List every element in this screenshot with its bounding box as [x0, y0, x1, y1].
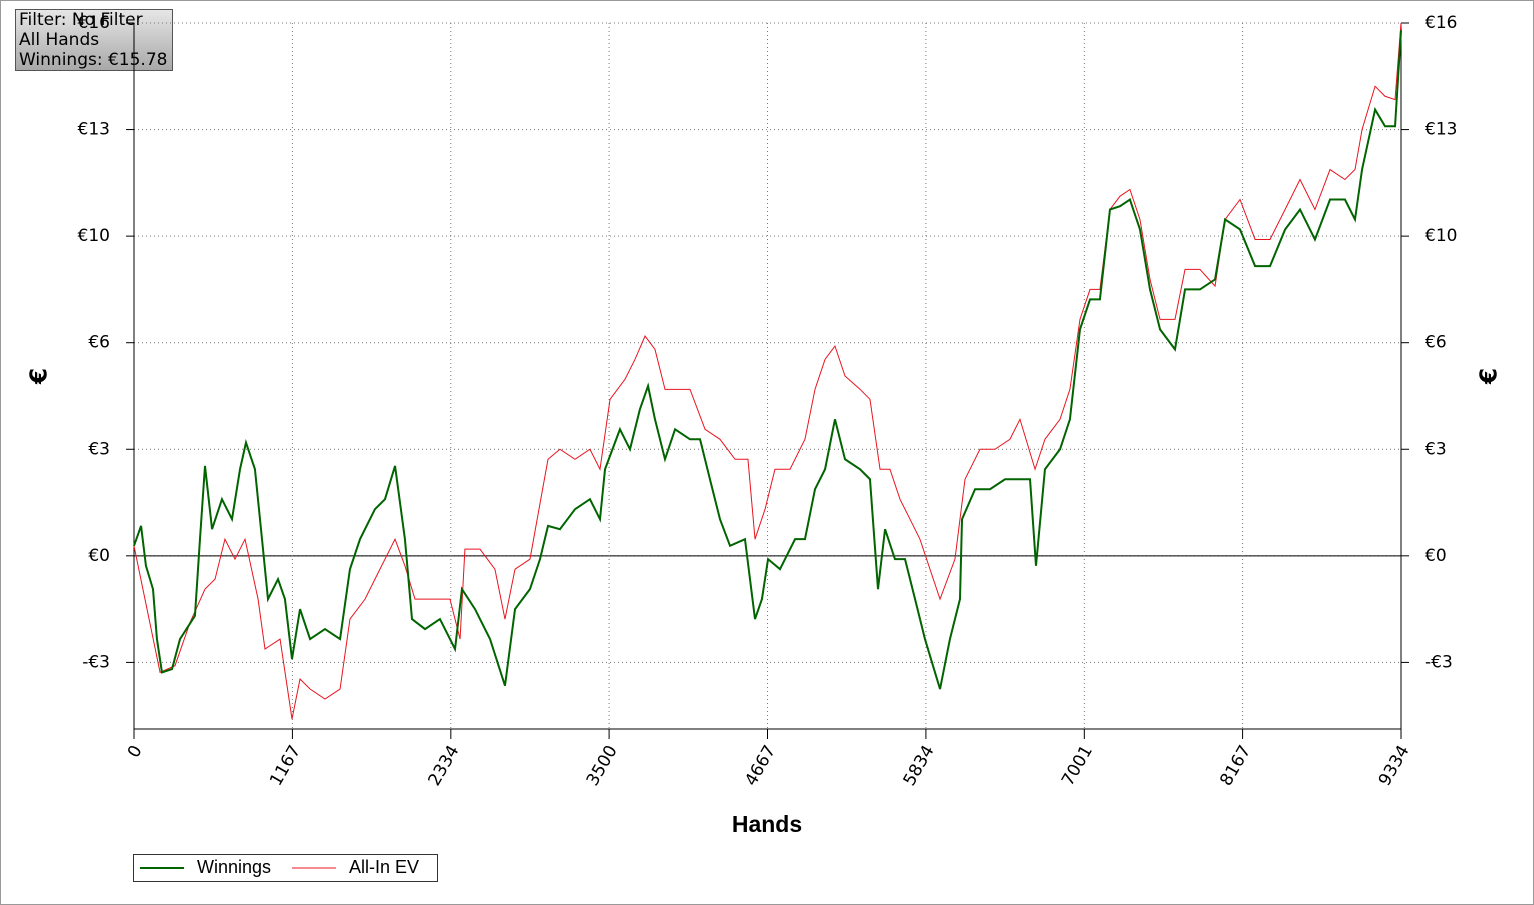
y-tick-label: -€3 [82, 652, 110, 672]
y-axis-label: € [27, 368, 53, 385]
y-tick-label: €13 [78, 120, 110, 140]
y2-tick-label: €3 [1425, 439, 1447, 459]
legend [133, 854, 438, 882]
y2-axis-label: € [1477, 368, 1503, 385]
filter-box [15, 9, 173, 71]
y-tick-label: €10 [78, 226, 110, 246]
legend-label: All-In EV [349, 857, 419, 877]
filter-text: Filter: No Filter [19, 10, 143, 30]
winnings-text: Winnings: €15.78 [19, 50, 167, 70]
y2-tick-label: €0 [1425, 546, 1447, 566]
y-tick-label: €0 [88, 546, 110, 566]
y-tick-label: €3 [88, 439, 110, 459]
x-axis-label: Hands [732, 811, 802, 837]
y2-tick-label: €16 [1425, 13, 1457, 33]
y2-tick-label: €10 [1425, 226, 1457, 246]
hands-text: All Hands [19, 30, 99, 50]
series-line [133, 30, 1402, 690]
legend-label: Winnings [197, 857, 271, 877]
y-tick-label: €6 [88, 333, 110, 353]
y-tick-label: €16 [78, 13, 110, 33]
series-line [133, 22, 1402, 720]
y2-tick-label: €6 [1425, 333, 1447, 353]
y2-tick-label: -€3 [1425, 652, 1453, 672]
y2-tick-label: €13 [1425, 120, 1457, 140]
